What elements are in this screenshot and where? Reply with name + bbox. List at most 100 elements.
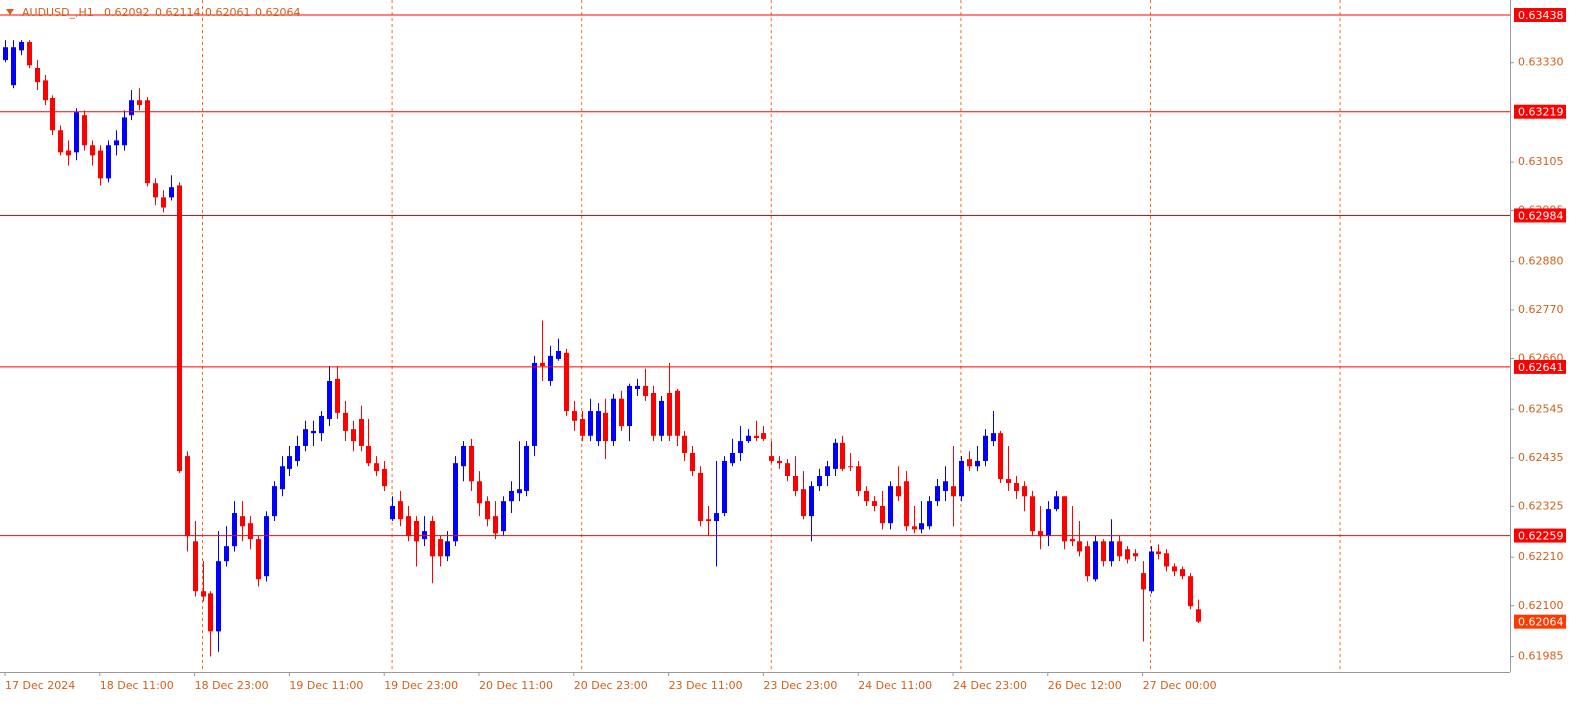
candle-body bbox=[1030, 496, 1035, 532]
candle-body bbox=[453, 463, 458, 542]
candle-body bbox=[153, 183, 158, 198]
candle-body bbox=[611, 398, 616, 442]
candle-body bbox=[1077, 541, 1082, 552]
candle-body bbox=[896, 486, 901, 497]
candle-body bbox=[82, 115, 87, 146]
candle-body bbox=[983, 435, 988, 461]
candle-body bbox=[777, 460, 782, 464]
candle-body bbox=[619, 398, 624, 427]
candle-body bbox=[430, 520, 435, 557]
candle-body bbox=[224, 546, 229, 562]
level-label: 0.62641 bbox=[1518, 361, 1564, 374]
x-tick-label: 24 Dec 23:00 bbox=[953, 679, 1027, 692]
x-tick-label: 19 Dec 23:00 bbox=[384, 679, 458, 692]
candle-body bbox=[1141, 573, 1146, 590]
candle-body bbox=[129, 100, 134, 116]
x-tick-label: 20 Dec 11:00 bbox=[479, 679, 553, 692]
open-value: 0.62092 bbox=[104, 6, 150, 19]
candle-body bbox=[872, 501, 877, 506]
candle-body bbox=[935, 486, 940, 502]
x-tick-label: 26 Dec 12:00 bbox=[1048, 679, 1122, 692]
x-tick-label: 27 Dec 00:00 bbox=[1143, 679, 1217, 692]
y-tick-label: 0.62770 bbox=[1518, 303, 1564, 316]
candle-body bbox=[975, 460, 980, 467]
x-tick-label: 19 Dec 11:00 bbox=[289, 679, 363, 692]
candle-body bbox=[232, 513, 237, 547]
candle-body bbox=[746, 435, 751, 442]
candle-body bbox=[1109, 541, 1114, 562]
candle-body bbox=[208, 593, 213, 632]
candle-body bbox=[27, 41, 32, 66]
candle-body bbox=[1101, 541, 1106, 562]
candle-body bbox=[1006, 479, 1011, 484]
header-icon bbox=[6, 9, 14, 15]
close-value: 0.62064 bbox=[255, 6, 301, 19]
candle-body bbox=[730, 453, 735, 464]
candle-body bbox=[382, 468, 387, 487]
candle-body bbox=[714, 513, 719, 521]
candle-body bbox=[295, 445, 300, 461]
candle-body bbox=[145, 100, 150, 184]
candle-body bbox=[572, 411, 577, 421]
candle-body bbox=[264, 516, 269, 577]
candle-body bbox=[998, 433, 1003, 480]
candle-body bbox=[406, 516, 411, 537]
candle-body bbox=[943, 481, 948, 491]
candle-body bbox=[11, 47, 16, 86]
candle-body bbox=[3, 47, 8, 61]
candle-body bbox=[825, 466, 830, 476]
candle-body bbox=[888, 486, 893, 524]
candle-body bbox=[927, 501, 932, 527]
candle-body bbox=[114, 140, 119, 146]
candle-body bbox=[319, 415, 324, 434]
candle-body bbox=[366, 445, 371, 464]
y-tick-label: 0.62435 bbox=[1518, 451, 1564, 464]
y-tick-label: 0.62210 bbox=[1518, 550, 1564, 563]
candle-body bbox=[675, 390, 680, 436]
candle-body bbox=[58, 130, 63, 153]
candle-body bbox=[390, 505, 395, 520]
candle-body bbox=[912, 526, 917, 530]
x-tick-label: 18 Dec 23:00 bbox=[195, 679, 269, 692]
candle-body bbox=[793, 475, 798, 491]
candle-body bbox=[445, 541, 450, 557]
candle-body bbox=[493, 516, 498, 534]
candle-body bbox=[864, 490, 869, 502]
candle-body bbox=[682, 435, 687, 454]
candle-body bbox=[414, 520, 419, 542]
y-tick-label: 0.63330 bbox=[1518, 56, 1564, 69]
candle-body bbox=[904, 481, 909, 527]
candle-body bbox=[817, 475, 822, 487]
candle-body bbox=[880, 505, 885, 524]
level-tag bbox=[1514, 208, 1566, 223]
candle-body bbox=[1180, 569, 1185, 577]
x-tick-label: 23 Dec 11:00 bbox=[669, 679, 743, 692]
candle-body bbox=[398, 501, 403, 520]
candle-body bbox=[1070, 539, 1075, 542]
y-tick-label: 0.62545 bbox=[1518, 402, 1564, 415]
candle-body bbox=[303, 429, 308, 446]
candle-body bbox=[248, 523, 253, 540]
x-tick-label: 17 Dec 2024 bbox=[5, 679, 75, 692]
x-tick-label: 20 Dec 23:00 bbox=[574, 679, 648, 692]
candle-body bbox=[1125, 549, 1130, 560]
candle-body bbox=[690, 453, 695, 472]
candle-body bbox=[667, 392, 672, 436]
candle-body bbox=[540, 362, 545, 367]
candle-body bbox=[343, 412, 348, 431]
candle-body bbox=[603, 412, 608, 442]
plot-area bbox=[0, 0, 1510, 672]
candle-body bbox=[1062, 496, 1067, 542]
candle-body bbox=[580, 419, 585, 436]
high-value: 0.62114 bbox=[155, 6, 201, 19]
candle-body bbox=[517, 489, 522, 494]
candle-body bbox=[1117, 541, 1122, 557]
candle-body bbox=[169, 187, 174, 198]
level-label: 0.63219 bbox=[1518, 106, 1564, 119]
candle-body bbox=[1188, 576, 1193, 607]
x-tick-label: 18 Dec 11:00 bbox=[100, 679, 174, 692]
candle-body bbox=[1054, 496, 1059, 510]
candle-body bbox=[43, 80, 48, 101]
